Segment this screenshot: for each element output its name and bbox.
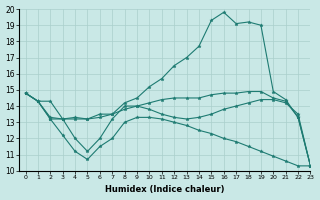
- X-axis label: Humidex (Indice chaleur): Humidex (Indice chaleur): [105, 185, 225, 194]
